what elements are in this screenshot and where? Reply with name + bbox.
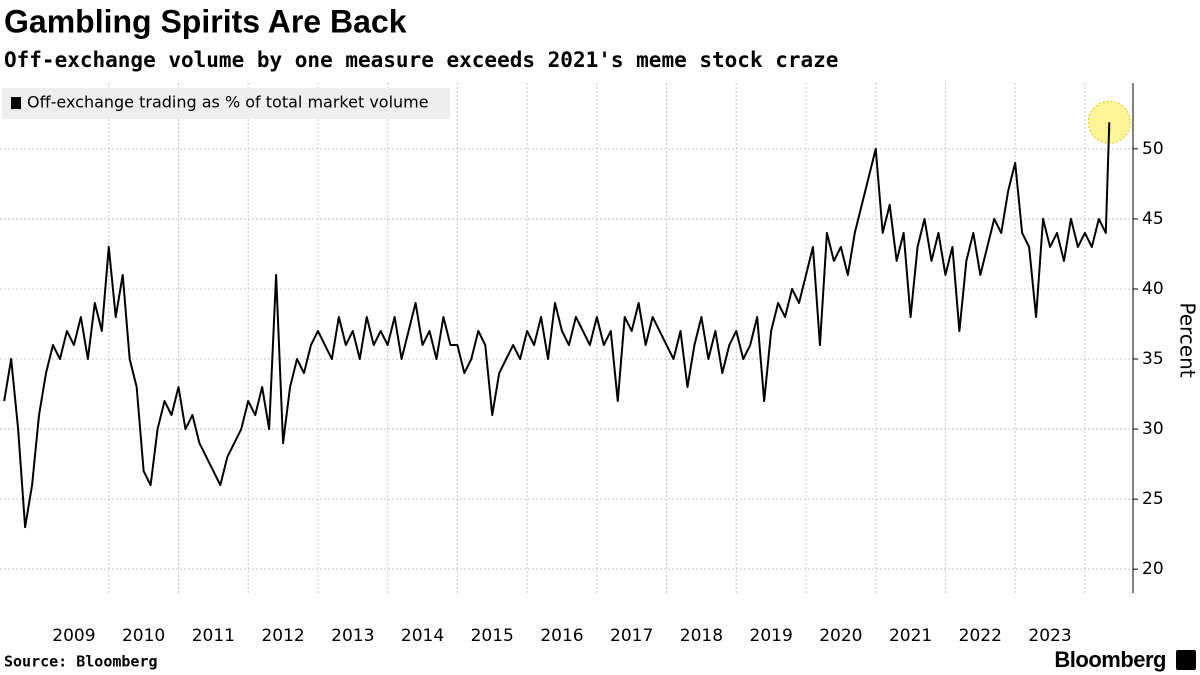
x-tick-label: 2023 (1028, 626, 1071, 646)
data-line (3, 122, 1111, 529)
x-tick-label: 2009 (52, 626, 95, 646)
x-tick-label: 2022 (959, 626, 1002, 646)
x-tick-label: 2018 (680, 626, 723, 646)
brand-icon (1176, 650, 1196, 670)
source: Source: Bloomberg (4, 653, 158, 671)
x-tick-label: 2020 (819, 626, 862, 646)
legend-swatch (11, 97, 21, 109)
x-tick-label: 2011 (192, 626, 235, 646)
x-tick-label: 2010 (122, 626, 165, 646)
y-tick-label: 40 (1142, 279, 1164, 299)
legend-label: Off-exchange trading as % of total marke… (27, 93, 429, 112)
x-tick-label: 2019 (750, 626, 793, 646)
y-tick-label: 30 (1142, 419, 1164, 439)
chart-subtitle: Off-exchange volume by one measure excee… (4, 48, 838, 72)
x-tick-label: 2013 (331, 626, 374, 646)
y-tick-label: 20 (1142, 559, 1164, 579)
chart-title: Gambling Spirits Are Back (4, 3, 407, 39)
legend-box (2, 88, 450, 119)
x-tick-label: 2017 (610, 626, 653, 646)
x-tick-label: 2014 (401, 626, 444, 646)
x-tick-label: 2016 (540, 626, 583, 646)
y-tick-label: 35 (1142, 349, 1164, 369)
x-tick-label: 2021 (889, 626, 932, 646)
x-tick-label: 2015 (471, 626, 514, 646)
y-tick-label: 45 (1142, 209, 1164, 229)
x-tick-label: 2012 (261, 626, 304, 646)
y-tick-label: 50 (1142, 139, 1164, 159)
brand-logo: Bloomberg (1054, 647, 1166, 672)
y-tick-label: 25 (1142, 489, 1164, 509)
y-axis-label: Percent (1176, 302, 1200, 377)
